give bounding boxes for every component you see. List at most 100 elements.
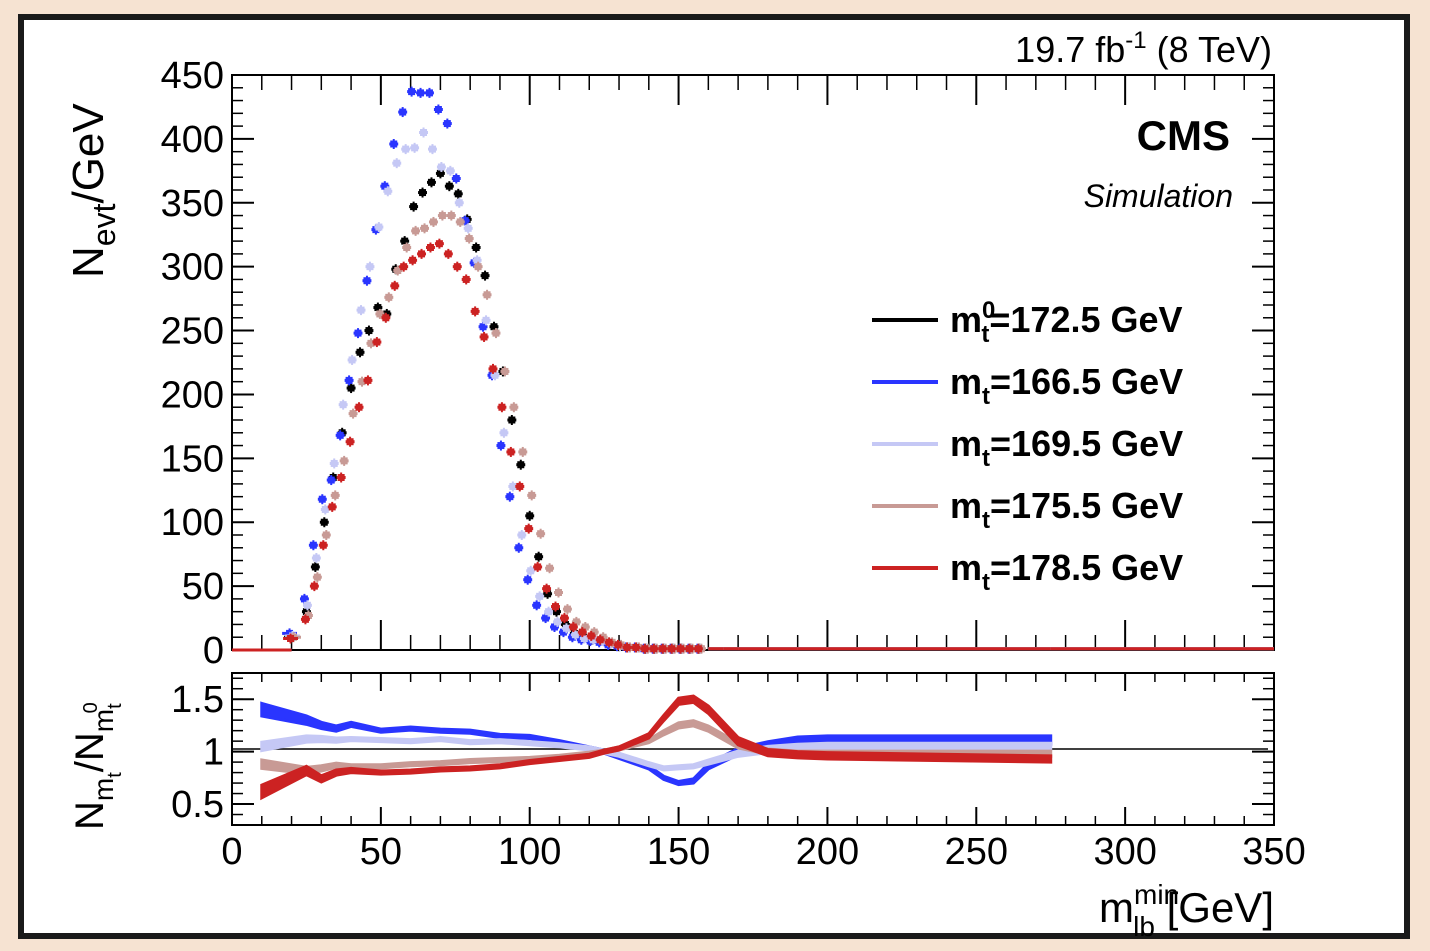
data-point — [348, 356, 356, 364]
data-point — [365, 327, 373, 335]
data-point — [518, 531, 526, 539]
data-point — [445, 182, 453, 190]
data-point — [437, 163, 445, 171]
data-point — [374, 304, 382, 312]
data-point — [641, 645, 649, 653]
simulation-label: Simulation — [1084, 178, 1233, 214]
data-point — [330, 459, 338, 467]
data-point — [456, 218, 464, 226]
data-point — [501, 367, 509, 375]
data-point — [589, 636, 597, 644]
data-point — [527, 567, 535, 575]
top-y-tick-label: 100 — [161, 502, 224, 544]
data-point — [331, 491, 339, 499]
top-y-tick-label: 400 — [161, 119, 224, 161]
data-point — [555, 589, 563, 596]
data-point — [560, 614, 568, 622]
data-point — [444, 250, 452, 258]
top-y-axis: 0 50 100 150 200 250 300 350 400 450 — [161, 55, 1274, 672]
data-point — [327, 476, 335, 484]
data-point — [399, 108, 407, 116]
data-point — [480, 333, 488, 341]
data-point — [363, 277, 371, 285]
data-point — [452, 175, 460, 182]
data-point — [425, 89, 433, 97]
data-point — [614, 641, 622, 649]
data-point — [427, 178, 435, 186]
data-point — [553, 608, 561, 616]
ratio-y-tick-label: 0.5 — [171, 784, 224, 826]
data-point — [375, 223, 383, 231]
x-tick-label: 50 — [360, 831, 402, 873]
top-y-tick-label: 0 — [203, 630, 224, 672]
data-point — [650, 645, 658, 653]
x-tick-label: 200 — [796, 831, 859, 873]
data-point — [677, 645, 685, 653]
data-point — [474, 263, 482, 271]
data-point — [492, 329, 500, 337]
data-point — [563, 605, 571, 613]
data-point — [429, 218, 437, 226]
data-point — [473, 256, 481, 264]
data-point — [489, 365, 497, 373]
data-point — [346, 438, 354, 446]
x-tick-label: 100 — [498, 831, 561, 873]
data-point — [417, 89, 425, 97]
data-point — [412, 227, 420, 235]
data-point — [571, 631, 579, 639]
data-point — [411, 144, 419, 152]
data-point — [393, 159, 401, 167]
ratio-band — [260, 734, 1053, 772]
data-point — [510, 403, 518, 411]
ratio-y-axis: 0.5 1 1.5 — [171, 677, 1274, 826]
data-point — [544, 590, 552, 598]
legend-entry: mt=175.5 GeV — [950, 485, 1183, 534]
data-point — [659, 645, 667, 653]
data-point — [391, 282, 399, 290]
data-point — [419, 189, 427, 197]
ratio-y-tick-label: 1.5 — [171, 679, 224, 721]
legend-entry: m0 t=172.5 GeV — [950, 297, 1183, 348]
data-point — [542, 614, 550, 622]
x-axis-label: mmin lb [GeV] — [1099, 879, 1274, 942]
data-point — [454, 190, 462, 198]
data-point — [345, 376, 353, 384]
top-y-tick-label: 300 — [161, 247, 224, 289]
data-point — [465, 235, 473, 243]
data-point — [402, 145, 410, 153]
data-point — [367, 339, 375, 347]
legend-entry: mt=178.5 GeV — [950, 547, 1183, 596]
data-point — [312, 554, 320, 562]
data-point — [536, 592, 544, 600]
data-point — [358, 378, 366, 386]
data-point — [385, 293, 393, 301]
data-point — [320, 518, 328, 526]
data-point — [455, 199, 463, 207]
data-point — [401, 237, 409, 245]
data-point — [357, 306, 365, 314]
data-point — [319, 541, 327, 549]
data-point — [490, 323, 498, 331]
data-point — [537, 530, 545, 538]
ratio-y-label: Nmt/Nmt0 — [68, 702, 126, 830]
data-point — [491, 371, 499, 379]
top-y-tick-label: 200 — [161, 374, 224, 416]
data-point — [569, 623, 577, 631]
data-point — [554, 618, 562, 626]
data-point — [421, 224, 429, 232]
data-point — [685, 645, 693, 653]
data-point — [482, 316, 490, 324]
data-point — [562, 624, 570, 632]
data-point — [559, 628, 567, 636]
x-tick-label: 250 — [945, 831, 1008, 873]
data-points — [232, 86, 1274, 654]
data-point — [321, 505, 329, 513]
data-point — [354, 329, 362, 337]
data-point — [525, 525, 533, 533]
data-point — [668, 645, 676, 653]
legend-entry: mt=166.5 GeV — [950, 361, 1183, 410]
x-tick-label: 0 — [221, 831, 242, 873]
x-tick-label: 150 — [647, 831, 710, 873]
x-tick-label: 300 — [1093, 831, 1156, 873]
